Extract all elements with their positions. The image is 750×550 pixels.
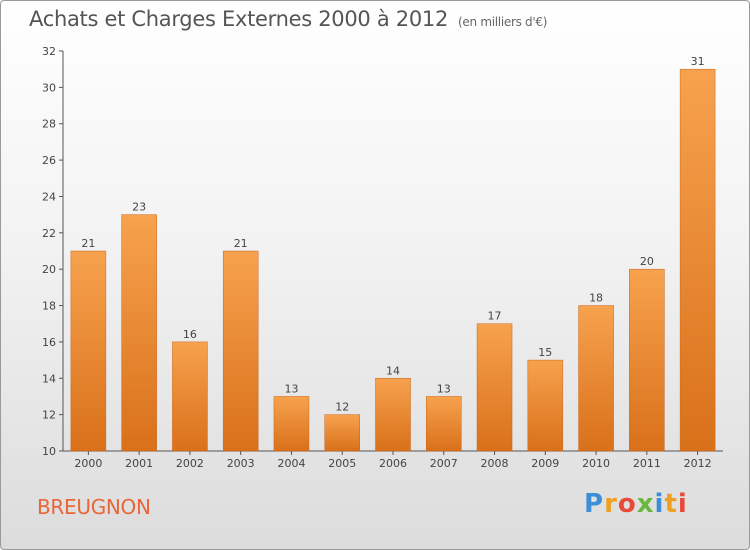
bar-value-label: 31: [691, 55, 705, 68]
bar-value-label: 21: [234, 237, 248, 250]
bar-value-label: 13: [437, 382, 451, 395]
chart-title-text: Achats et Charges Externes 2000 à 2012: [29, 7, 449, 31]
y-tick-label: 20: [42, 263, 56, 276]
chart-title: Achats et Charges Externes 2000 à 2012 (e…: [29, 7, 547, 31]
proxiti-logo: Proxiti: [584, 489, 688, 519]
x-tick-label: 2000: [74, 457, 102, 470]
bar: [476, 323, 513, 452]
bar-value-label: 13: [284, 382, 298, 395]
x-tick-label: 2002: [176, 457, 204, 470]
x-tick-label: 2011: [633, 457, 661, 470]
logo-letter: r: [604, 489, 618, 519]
bar-value-label: 14: [386, 364, 400, 377]
x-tick-label: 2003: [227, 457, 255, 470]
y-tick-label: 22: [42, 227, 56, 240]
chart-unit: (en milliers d'€): [458, 15, 548, 29]
y-tick-label: 10: [42, 445, 56, 458]
x-tick-label: 2006: [379, 457, 407, 470]
bar-value-label: 17: [488, 310, 502, 323]
logo-letter: i: [677, 489, 688, 519]
bar: [629, 268, 665, 452]
y-tick-label: 16: [42, 336, 56, 349]
bar: [375, 378, 411, 452]
logo-letter: x: [636, 489, 655, 519]
y-tick-label: 30: [42, 81, 56, 94]
logo-letter: i: [654, 489, 665, 519]
y-tick-label: 26: [42, 154, 56, 167]
bar-value-label: 21: [81, 237, 95, 250]
x-tick-label: 2005: [328, 457, 356, 470]
bar-value-label: 16: [183, 328, 197, 341]
y-tick-label: 12: [42, 409, 56, 422]
x-tick-label: 2010: [582, 457, 610, 470]
bar-value-label: 23: [132, 201, 146, 214]
y-tick-label: 24: [42, 190, 56, 203]
y-tick-label: 32: [42, 45, 56, 58]
bar: [121, 214, 157, 452]
bar: [222, 250, 259, 452]
bar-value-label: 18: [589, 292, 603, 305]
x-tick-label: 2004: [277, 457, 305, 470]
y-tick-label: 14: [42, 372, 56, 385]
logo-letter: o: [617, 489, 637, 519]
x-tick-label: 2007: [430, 457, 458, 470]
bar-value-label: 12: [335, 401, 349, 414]
x-tick-label: 2012: [684, 457, 712, 470]
logo-letter: t: [664, 489, 678, 519]
commune-name: BREUGNON: [37, 495, 151, 519]
bar: [324, 414, 360, 452]
bar: [426, 396, 462, 452]
bar: [172, 341, 208, 452]
x-tick-label: 2001: [125, 457, 153, 470]
y-tick-label: 28: [42, 118, 56, 131]
bar-value-label: 20: [640, 255, 654, 268]
bar-value-label: 15: [538, 346, 552, 359]
bar: [527, 359, 564, 452]
bar: [70, 250, 107, 452]
y-tick-label: 18: [42, 300, 56, 313]
logo-letter: P: [584, 489, 605, 519]
x-tick-label: 2009: [531, 457, 559, 470]
x-tick-label: 2008: [481, 457, 509, 470]
bar: [679, 68, 716, 452]
bar: [578, 305, 614, 452]
bar: [273, 396, 310, 452]
